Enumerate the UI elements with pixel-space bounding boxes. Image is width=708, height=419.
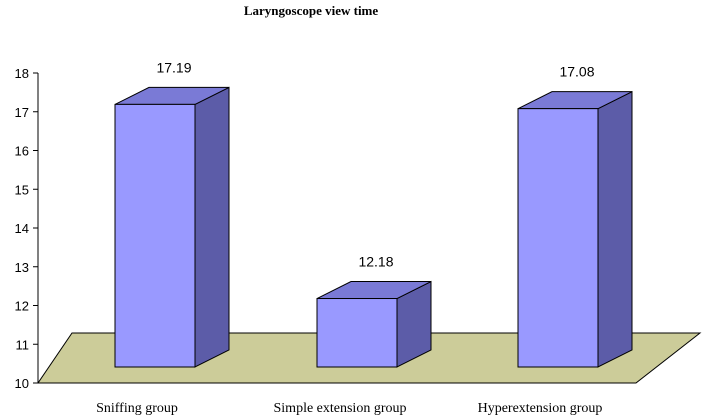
data-label: 17.19: [156, 59, 191, 75]
y-tick-label: 11: [16, 337, 30, 352]
y-tick-label: 12: [15, 299, 29, 314]
y-tick-label: 10: [15, 376, 29, 391]
y-tick-label: 13: [15, 260, 29, 275]
y-tick-label: 15: [15, 182, 29, 197]
chart-title: Laryngoscope view time: [244, 3, 379, 18]
y-axis-ticks: 10 11 12 13 14 15 16 17 18: [15, 66, 38, 391]
bar-front: [114, 103, 196, 368]
bar-front: [517, 108, 599, 368]
y-tick-label: 14: [15, 221, 29, 236]
bar-3: 17.08: [517, 64, 633, 368]
bar-side: [597, 90, 633, 368]
data-label: 12.18: [358, 254, 393, 270]
x-tick-label: Simple extension group: [274, 401, 407, 416]
bar-2: 12.18: [316, 254, 432, 368]
bars: 17.19 12.18 17.08: [114, 59, 633, 368]
y-tick-label: 16: [15, 144, 29, 159]
y-tick-label: 17: [15, 105, 29, 120]
x-tick-label: Sniffing group: [96, 401, 178, 416]
bar-1: 17.19: [114, 59, 230, 368]
bar-side: [194, 86, 230, 368]
x-tick-label: Hyperextension group: [478, 401, 603, 416]
y-tick-label: 18: [15, 66, 29, 81]
x-axis-labels: Sniffing group Simple extension group Hype…: [96, 401, 602, 416]
data-label: 17.08: [559, 64, 594, 80]
bar-front: [316, 298, 398, 368]
